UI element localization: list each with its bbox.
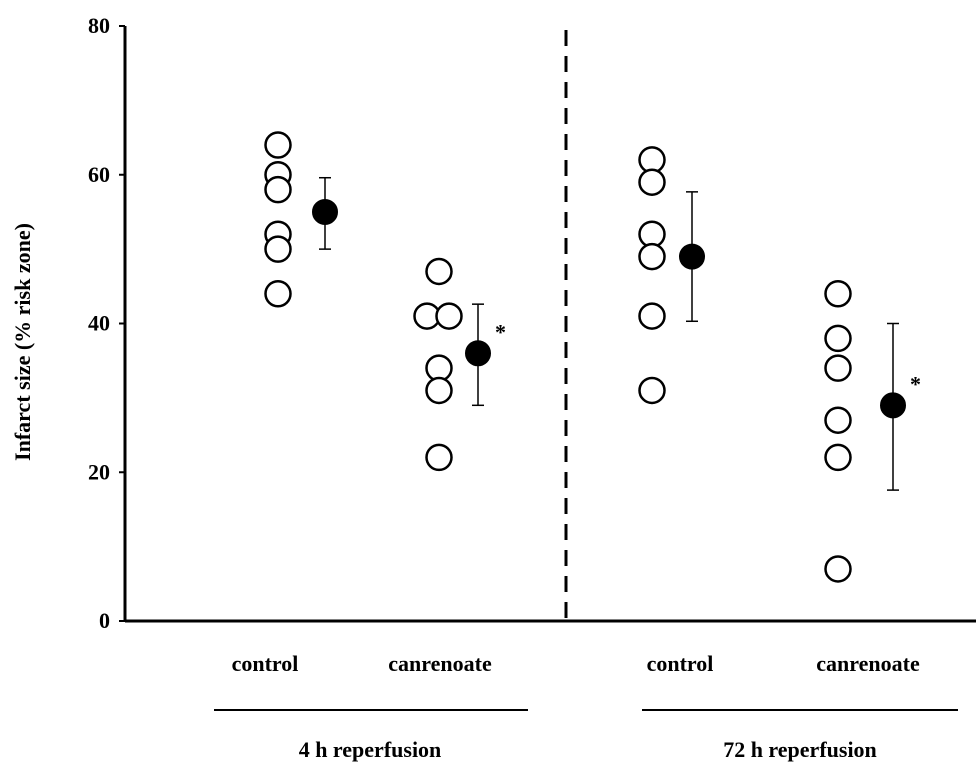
category-label: control	[232, 651, 299, 676]
significance-marker: *	[910, 371, 921, 396]
category-label: canrenoate	[816, 651, 920, 676]
y-axis-title: Infarct size (% risk zone)	[10, 223, 35, 461]
individual-data-point	[824, 324, 852, 353]
mean-data-point	[465, 340, 491, 367]
y-tick-label: 80	[88, 13, 110, 38]
group-label: 4 h reperfusion	[299, 737, 442, 762]
y-tick-label: 20	[88, 459, 110, 484]
y-tick-label: 60	[88, 162, 110, 187]
y-tick-label: 40	[88, 311, 110, 336]
individual-data-point	[824, 443, 852, 472]
individual-data-point	[264, 235, 292, 263]
individual-data-point	[638, 302, 666, 330]
category-label: control	[647, 651, 714, 676]
individual-data-point	[638, 376, 666, 405]
group-label: 72 h reperfusion	[723, 737, 877, 762]
individual-data-point	[824, 354, 852, 382]
mean-data-point	[880, 392, 906, 419]
individual-data-point	[425, 376, 453, 405]
y-tick-label: 0	[99, 608, 110, 633]
individual-data-point	[425, 443, 453, 472]
individual-data-point	[638, 242, 666, 271]
category-label: canrenoate	[388, 651, 492, 676]
mean-data-point	[312, 198, 338, 225]
individual-data-point	[264, 175, 292, 204]
individual-data-point	[824, 406, 852, 434]
significance-marker: *	[495, 319, 506, 344]
individual-data-point	[425, 257, 453, 286]
mean-data-point	[679, 243, 705, 270]
individual-data-point	[264, 280, 292, 308]
individual-data-point	[638, 168, 666, 196]
individual-data-point	[435, 302, 463, 330]
individual-data-point	[824, 555, 852, 583]
individual-data-point	[824, 280, 852, 308]
individual-data-point	[264, 131, 292, 159]
